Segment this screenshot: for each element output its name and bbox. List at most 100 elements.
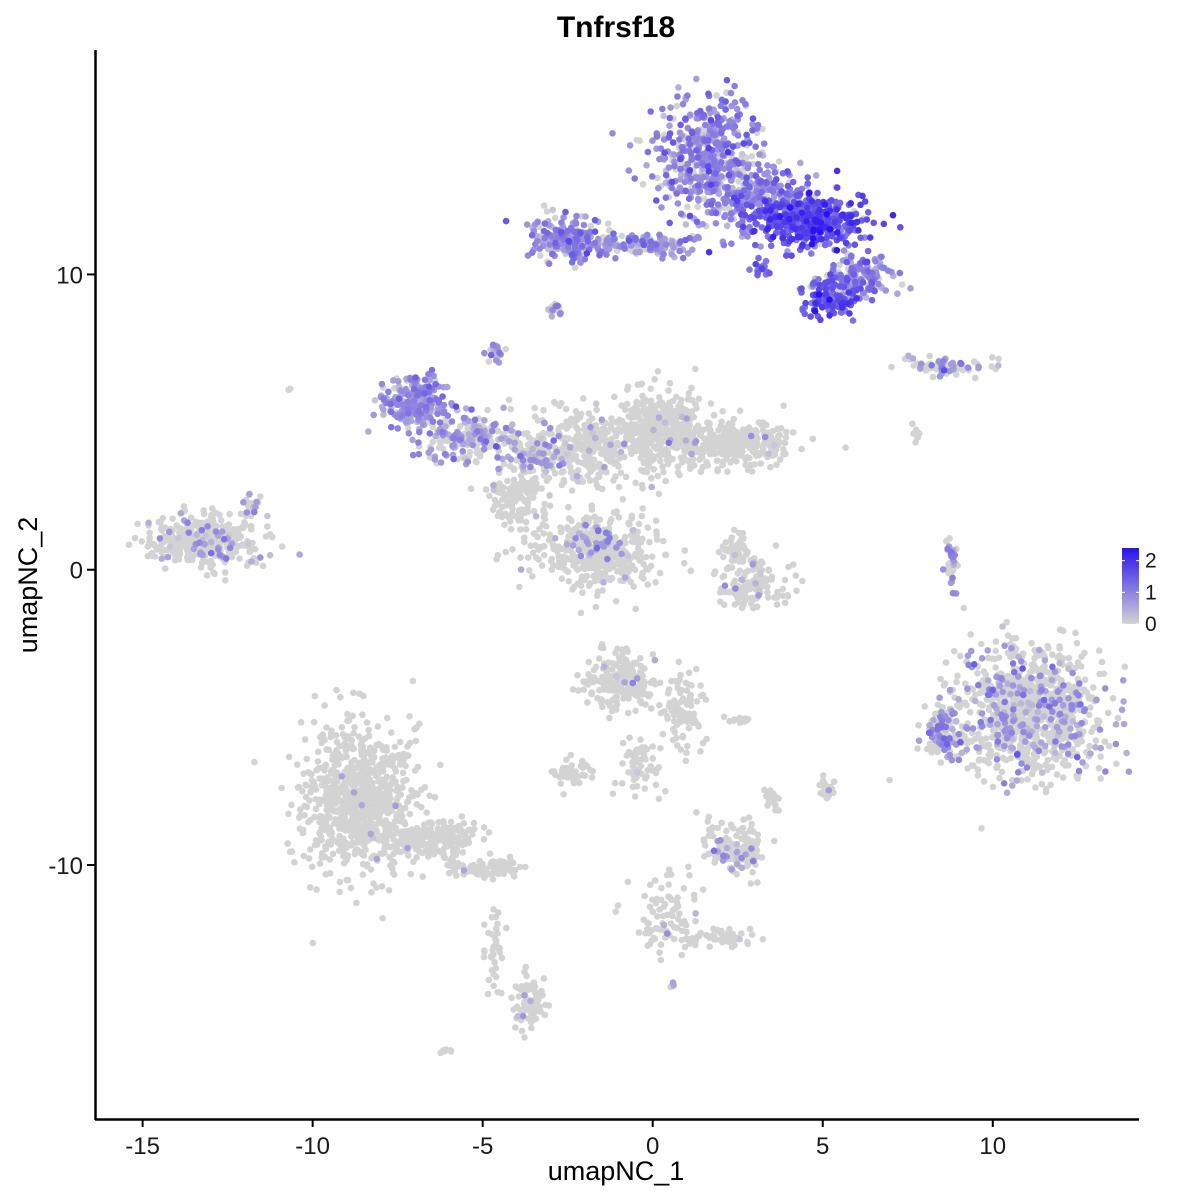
cell-point (598, 485, 606, 493)
cell-point (533, 479, 540, 487)
cell-point (313, 886, 320, 893)
cell-point (652, 681, 659, 688)
cell-point (943, 537, 950, 545)
cell-point (643, 442, 650, 449)
cell-point (313, 766, 320, 774)
cell-point (586, 417, 593, 425)
cell-point (353, 899, 360, 907)
cell-point (551, 470, 559, 477)
cell-point (953, 702, 961, 709)
cell-point (351, 756, 358, 764)
cell-point (269, 533, 276, 541)
cell-point (1074, 659, 1082, 666)
cell-point (632, 479, 639, 487)
cell-point (371, 747, 378, 754)
cell-point (350, 689, 357, 697)
cell-point (679, 732, 687, 740)
cell-point (765, 594, 772, 601)
cell-point (728, 564, 736, 571)
cell-point (687, 567, 695, 575)
cell-point (1042, 761, 1049, 769)
cell-point (792, 572, 800, 579)
cell-point (724, 431, 732, 438)
cell-point (565, 503, 572, 511)
cell-point (345, 825, 353, 832)
cell-point (408, 787, 415, 794)
cell-point (221, 569, 229, 576)
cell-point (1083, 689, 1091, 696)
cell-point (725, 451, 733, 458)
cell-point (204, 558, 212, 566)
cell-point (662, 788, 669, 795)
cell-point (318, 837, 325, 844)
cell-point (1114, 714, 1122, 722)
cell-point (773, 594, 781, 601)
cell-point (1047, 781, 1054, 789)
cell-point (622, 473, 630, 481)
cell-point (330, 791, 337, 799)
cell-point (161, 524, 169, 531)
cell-point (563, 756, 570, 763)
cell-point (365, 726, 372, 734)
cell-point (782, 434, 790, 441)
cell-point (485, 829, 493, 836)
cell-point (638, 466, 645, 474)
cell-point (310, 718, 318, 726)
cell-point (718, 445, 726, 453)
cell-point (392, 768, 400, 775)
cell-point (505, 396, 513, 404)
cell-point (608, 666, 616, 673)
cell-point (278, 543, 286, 550)
cell-point (976, 756, 983, 763)
cell-point (780, 402, 787, 410)
cell-point (590, 456, 598, 464)
cell-point (302, 793, 310, 801)
cell-point (387, 760, 394, 768)
cell-point (614, 568, 621, 575)
cell-point (652, 579, 659, 586)
cell-point (748, 153, 756, 160)
cell-point (409, 792, 416, 800)
cell-point (555, 563, 562, 571)
cell-point (652, 781, 660, 789)
cell-point (652, 517, 660, 524)
cell-point (657, 439, 665, 446)
cell-point (790, 561, 797, 568)
cell-point (610, 684, 617, 691)
cell-point (125, 541, 133, 548)
cell-point (355, 733, 363, 740)
cell-point (390, 871, 398, 878)
cell-point (251, 545, 259, 553)
cell-point (362, 820, 370, 827)
cell-point (656, 394, 663, 401)
cell-point (388, 729, 395, 736)
cell-point (714, 466, 721, 473)
cell-point (669, 429, 677, 437)
cell-point (515, 517, 523, 524)
cell-point (737, 588, 744, 595)
cell-point (286, 848, 294, 855)
cell-point (1054, 654, 1061, 661)
cell-point (380, 755, 387, 762)
cell-point (379, 746, 387, 754)
cell-point (311, 692, 319, 700)
cell-point (1074, 775, 1081, 782)
cell-point (776, 431, 783, 439)
cell-point (1028, 639, 1035, 647)
cell-point (319, 813, 327, 821)
cell-point (751, 461, 758, 468)
cell-point (294, 761, 301, 768)
cell-point (675, 403, 682, 410)
cell-point (638, 433, 646, 440)
cell-point (546, 430, 553, 438)
cell-point (779, 592, 787, 600)
cell-point (161, 565, 169, 572)
cell-point (632, 605, 639, 613)
cell-point (656, 569, 664, 577)
cell-point (1100, 670, 1108, 677)
cell-point (929, 373, 937, 381)
cell-point (747, 594, 755, 602)
cell-point (500, 858, 508, 866)
cell-point (482, 486, 490, 493)
cell-point (353, 816, 360, 823)
